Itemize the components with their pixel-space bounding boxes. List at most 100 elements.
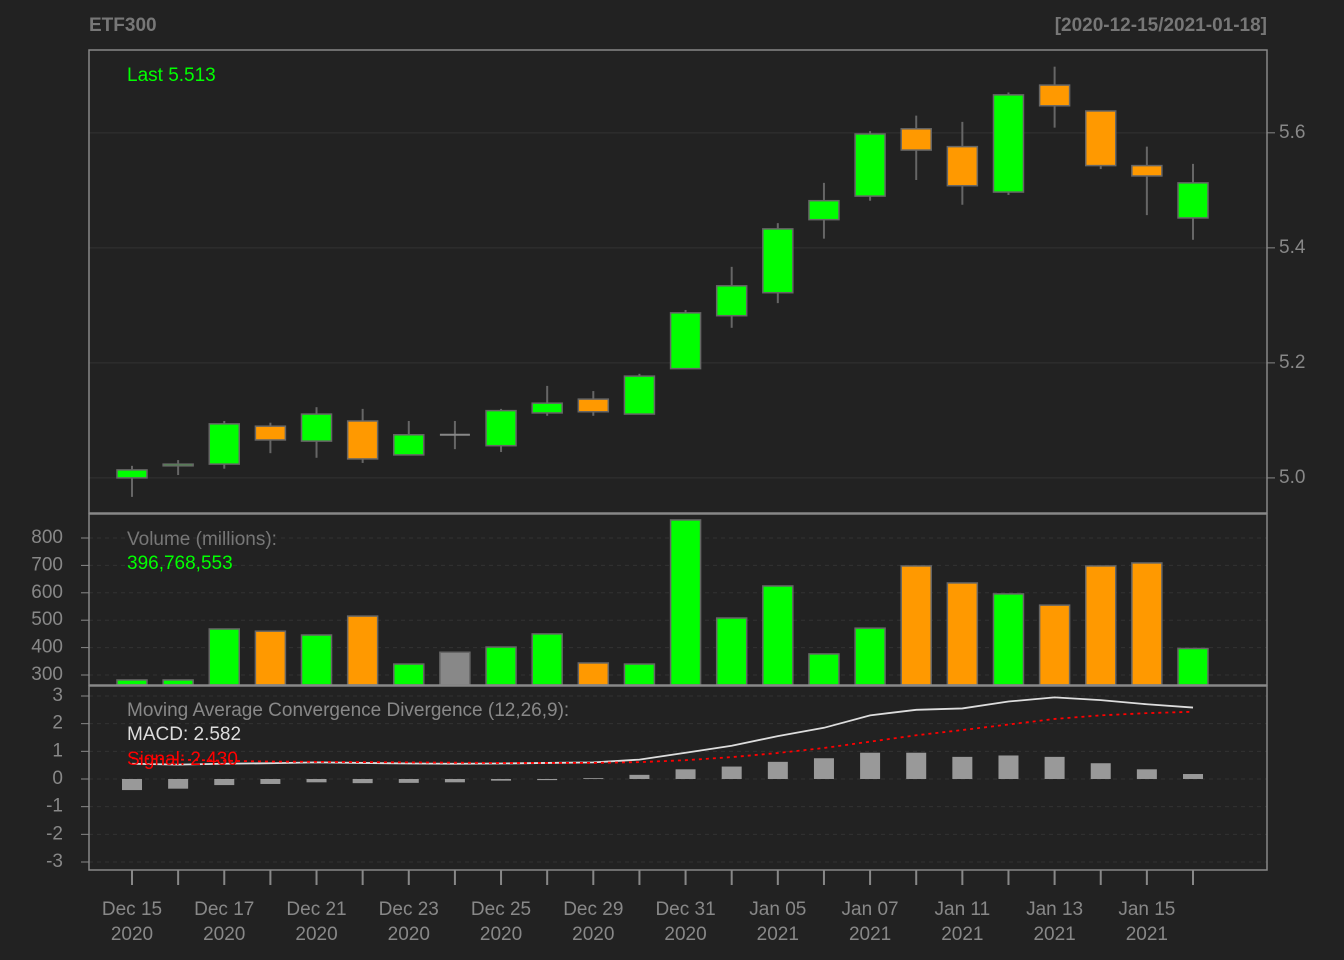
candle-body bbox=[1084, 110, 1117, 167]
volume-bar bbox=[1131, 562, 1163, 686]
y-tick-label: 1 bbox=[52, 740, 63, 761]
candle-body bbox=[162, 463, 194, 467]
histogram-bar bbox=[998, 755, 1019, 779]
x-tick-label: Dec 25 2020 bbox=[470, 899, 532, 945]
candle-body bbox=[992, 94, 1025, 193]
volume-bar bbox=[715, 617, 748, 686]
histogram-bar bbox=[1090, 763, 1111, 779]
candle-body bbox=[300, 413, 333, 442]
histogram-bar bbox=[444, 778, 465, 783]
histogram-bar bbox=[813, 758, 834, 779]
candle-body bbox=[946, 145, 979, 187]
y-tick-label: 0 bbox=[52, 768, 63, 789]
candle-body bbox=[577, 398, 610, 413]
x-tick-label: Dec 15 2020 bbox=[101, 899, 163, 945]
x-tick-label: Jan 15 2021 bbox=[1118, 899, 1176, 945]
y-tick-label: 800 bbox=[31, 527, 63, 548]
volume-bar bbox=[346, 615, 379, 686]
panel-border bbox=[88, 49, 1268, 514]
x-tick-label: Jan 11 2021 bbox=[934, 899, 991, 945]
histogram-bar bbox=[860, 752, 881, 779]
y-tick-label: 5.6 bbox=[1279, 122, 1305, 143]
y-tick-label: 5.0 bbox=[1279, 467, 1305, 488]
candle-body bbox=[531, 402, 563, 414]
x-tick-label: Dec 21 2020 bbox=[286, 899, 347, 945]
histogram-bar bbox=[675, 769, 696, 779]
x-tick-label: Dec 23 2020 bbox=[378, 899, 439, 945]
histogram-bar bbox=[168, 778, 189, 789]
histogram-bar bbox=[352, 778, 373, 784]
date-range: [2020-12-15/2021-01-18] bbox=[1055, 15, 1267, 36]
candle-body bbox=[623, 375, 656, 415]
candle-body bbox=[116, 469, 148, 479]
histogram-bar bbox=[306, 778, 327, 783]
histogram-bar bbox=[398, 778, 419, 783]
histogram-bar bbox=[906, 752, 927, 779]
panel-border bbox=[88, 513, 1268, 686]
y-tick-label: -2 bbox=[46, 823, 63, 844]
candle-body bbox=[346, 420, 379, 460]
legend-entry: MACD: 2.582 bbox=[127, 724, 241, 745]
macd-line bbox=[131, 710, 1194, 764]
y-tick-label: 5.4 bbox=[1279, 237, 1306, 258]
y-tick-label: -3 bbox=[46, 851, 63, 872]
y-tick-label: 500 bbox=[31, 609, 63, 630]
volume-bar bbox=[208, 628, 241, 686]
volume-label: Volume (millions): bbox=[127, 529, 277, 550]
y-tick-label: 300 bbox=[31, 664, 63, 685]
volume-bar bbox=[1084, 565, 1117, 686]
last-price: Last 5.513 bbox=[127, 65, 216, 86]
panel-border bbox=[88, 685, 1268, 871]
candle-body bbox=[854, 133, 886, 197]
volume-bar bbox=[300, 634, 333, 686]
volume-bar bbox=[439, 651, 471, 686]
volume-value: 396,768,553 bbox=[127, 553, 233, 574]
candle-body bbox=[393, 434, 425, 456]
histogram-bar bbox=[952, 756, 973, 779]
x-tick-label: Jan 13 2021 bbox=[1026, 899, 1084, 945]
candle-body bbox=[715, 285, 748, 317]
candle-body bbox=[808, 199, 840, 221]
x-tick-label: Dec 17 2020 bbox=[194, 899, 255, 945]
volume-bar bbox=[485, 646, 517, 686]
volume-bar bbox=[116, 679, 148, 686]
volume-bar bbox=[1038, 604, 1071, 686]
histogram-bar bbox=[767, 761, 788, 779]
histogram-bar bbox=[1044, 756, 1065, 779]
y-tick-label: 3 bbox=[52, 685, 63, 706]
histogram-bar bbox=[629, 774, 650, 779]
y-tick-label: 400 bbox=[31, 637, 63, 658]
volume-bar bbox=[808, 653, 840, 686]
volume-bar bbox=[854, 627, 886, 686]
volume-bar bbox=[162, 679, 194, 686]
histogram-bar bbox=[122, 778, 142, 791]
x-tick-label: Jan 05 2021 bbox=[749, 899, 807, 945]
y-tick-label: -1 bbox=[46, 796, 63, 817]
candle-body bbox=[669, 312, 702, 370]
x-tick-label: Dec 31 2020 bbox=[655, 899, 716, 945]
y-tick-label: 700 bbox=[31, 554, 63, 575]
candle-body bbox=[208, 423, 241, 465]
y-tick-label: 5.2 bbox=[1279, 352, 1305, 373]
histogram-bar bbox=[1183, 774, 1203, 779]
x-tick-label: Jan 07 2021 bbox=[841, 899, 899, 945]
candle-body bbox=[1038, 84, 1071, 107]
histogram-bar bbox=[260, 778, 281, 784]
histogram-bar bbox=[583, 778, 604, 779]
candle-body bbox=[900, 128, 932, 151]
macd-label: Moving Average Convergence Divergence (1… bbox=[127, 700, 569, 721]
candle-body bbox=[254, 425, 287, 441]
volume-bar bbox=[531, 633, 563, 686]
y-tick-label: 2 bbox=[52, 713, 63, 734]
x-tick-label: Dec 29 2020 bbox=[563, 899, 624, 945]
candle-body bbox=[485, 409, 517, 447]
histogram-bar bbox=[721, 766, 742, 779]
volume-bar bbox=[900, 565, 932, 686]
volume-bar bbox=[393, 663, 425, 686]
histogram-bar bbox=[1136, 769, 1157, 779]
legend-entry: Signal: 2.430 bbox=[127, 749, 238, 770]
volume-bar bbox=[254, 630, 287, 686]
candle-body bbox=[1177, 182, 1209, 219]
